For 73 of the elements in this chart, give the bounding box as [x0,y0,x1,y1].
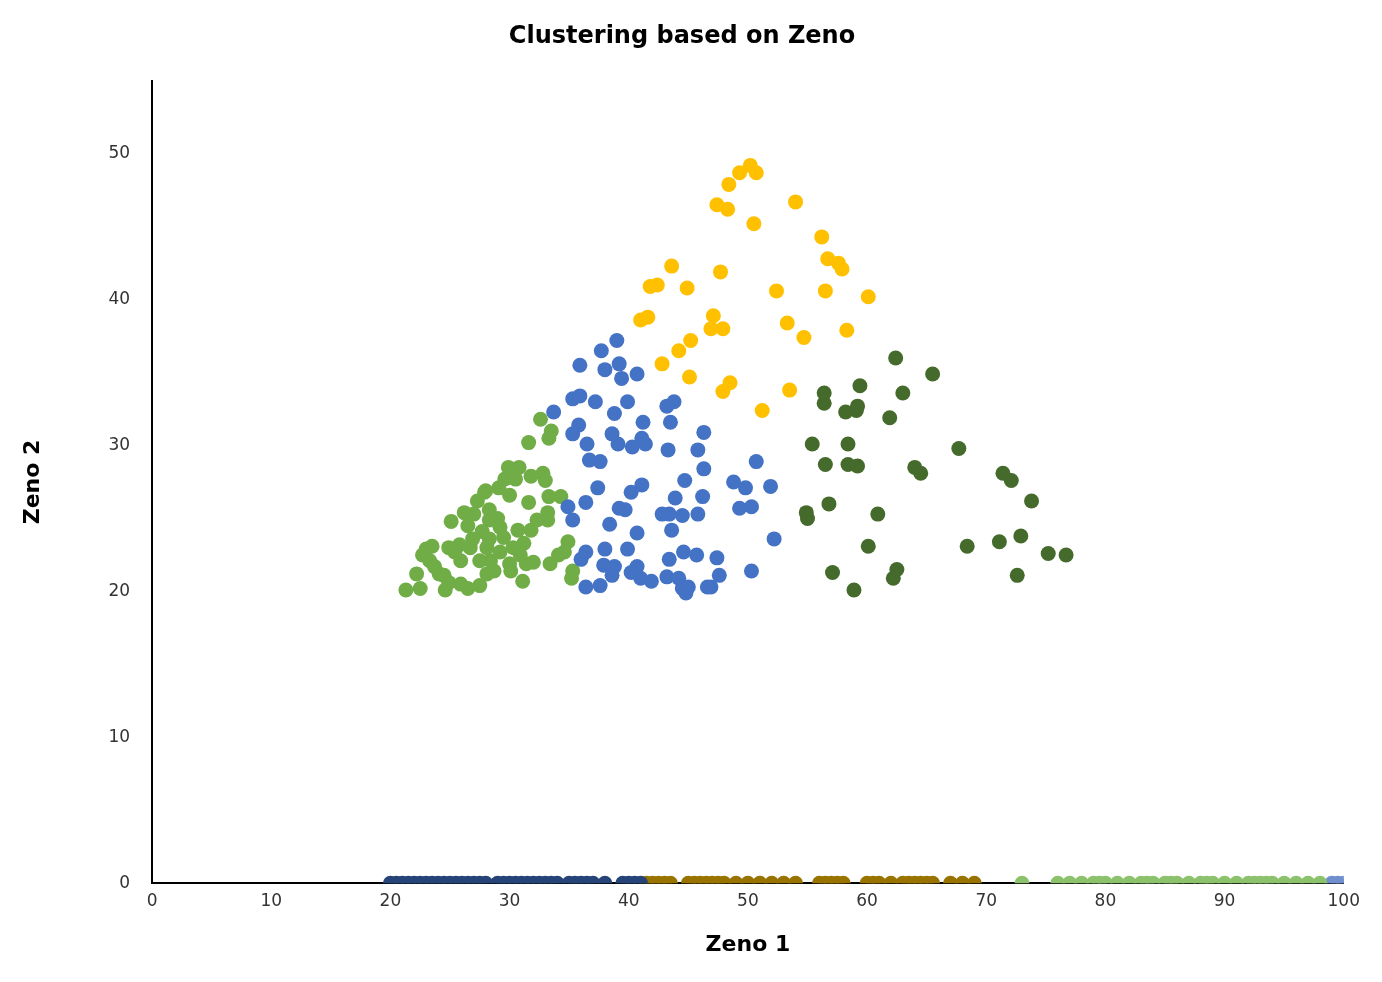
point [679,280,695,296]
point [925,366,941,382]
x-tick-label: 20 [379,889,402,910]
x-tick-label: 70 [975,889,998,910]
point [712,264,728,280]
point [671,343,687,359]
point [848,403,864,419]
point [840,436,856,452]
point [846,582,862,598]
point [852,378,868,394]
point [796,330,812,346]
point [715,384,731,400]
point [1040,545,1056,561]
point [683,332,699,348]
point [754,403,770,419]
y-tick-label: 30 [108,433,131,454]
point [895,385,911,401]
point [633,312,649,328]
y-axis-title: Zeno 2 [18,439,44,525]
x-tick-label: 80 [1094,889,1117,910]
point [782,382,798,398]
point [825,564,841,580]
point [715,321,731,337]
x-tick-label: 0 [146,889,158,910]
x-tick-label: 90 [1213,889,1236,910]
point [654,356,670,372]
point [888,350,904,366]
x-axis-title: Zeno 1 [705,930,791,956]
point [991,534,1007,550]
point [814,229,830,245]
y-tick-label: 40 [108,288,131,309]
y-tick-label: 10 [108,725,131,746]
point [860,538,876,554]
point [804,436,820,452]
point [779,315,795,331]
point [870,506,886,522]
point [951,440,967,456]
y-tick-label: 20 [108,579,131,600]
point [834,261,850,277]
point [1009,567,1025,583]
y-tick-label: 0 [119,871,131,892]
point [705,308,721,324]
point [769,283,785,299]
point [682,369,698,385]
chart-title: Clustering based on Zeno [508,20,856,49]
point [1013,528,1029,544]
point [720,201,736,217]
x-tick-label: 100 [1327,889,1360,910]
point [1024,493,1040,509]
point [821,496,837,512]
point [664,258,680,274]
point [721,176,737,192]
x-tick-label: 60 [856,889,878,910]
point [788,194,804,210]
point [748,165,764,181]
y-tick-label: 50 [108,142,131,163]
point [860,289,876,305]
point [882,410,898,426]
point [889,562,905,578]
point [817,283,833,299]
point [839,322,855,338]
x-tick-label: 40 [617,889,640,910]
point [746,216,762,232]
x-tick-label: 30 [498,889,521,910]
x-tick-label: 50 [737,889,759,910]
point [959,538,975,554]
point [850,458,866,474]
point [1058,547,1074,563]
point [913,465,929,481]
point [817,456,833,472]
x-tick-label: 10 [260,889,283,910]
point [732,165,748,181]
point [1003,473,1019,489]
